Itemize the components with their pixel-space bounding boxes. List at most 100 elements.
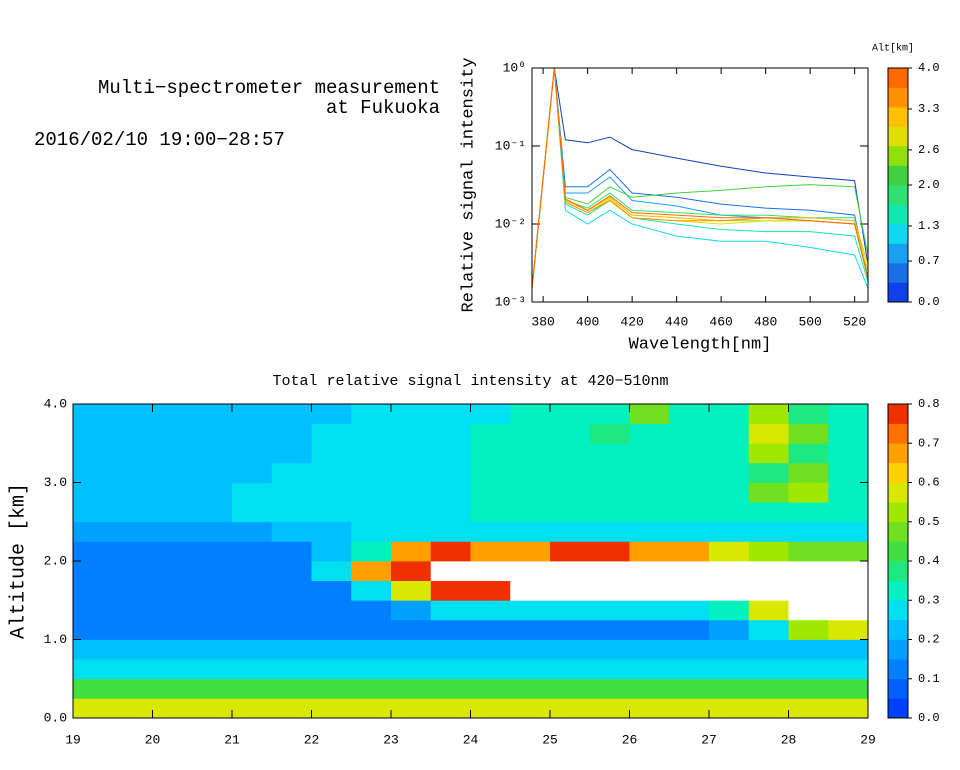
heat-cell <box>232 423 273 444</box>
heat-cell <box>311 639 352 660</box>
heat-cell <box>73 659 114 680</box>
colorbar-tick-label: 3.3 <box>918 102 940 116</box>
heat-cell <box>351 561 392 582</box>
series-line <box>531 67 869 289</box>
heat-cell <box>73 462 114 483</box>
heat-cell <box>589 443 630 464</box>
heat-cell <box>788 659 829 680</box>
heat-cell <box>629 541 670 562</box>
heat-cell <box>73 698 114 719</box>
colorbar-band <box>888 146 908 166</box>
heat-cell <box>391 561 432 582</box>
heat-cell <box>152 678 193 699</box>
heat-cell <box>748 639 789 660</box>
heat-cell <box>748 619 789 640</box>
heat-cell <box>430 502 471 523</box>
heat-cell <box>112 659 153 680</box>
colorbar-band <box>888 107 908 127</box>
heat-cell <box>828 698 869 719</box>
heat-cell <box>510 678 551 699</box>
heat-cell <box>470 639 511 660</box>
heat-cell <box>152 580 193 601</box>
heat-cell <box>669 639 710 660</box>
heat-cell <box>192 423 233 444</box>
heat-cell <box>271 698 312 719</box>
heat-cell <box>748 541 789 562</box>
colorbar-band <box>888 600 908 621</box>
heat-cell <box>589 482 630 503</box>
heat-cell <box>470 698 511 719</box>
heat-cell <box>311 482 352 503</box>
heat-cell <box>669 541 710 562</box>
heat-cell <box>669 659 710 680</box>
heat-cell <box>311 462 352 483</box>
heat-cell <box>73 541 114 562</box>
heat-cell <box>271 639 312 660</box>
heat-cell <box>192 462 233 483</box>
heat-cell <box>629 423 670 444</box>
heat-cell <box>351 482 392 503</box>
heat-cell <box>669 482 710 503</box>
heat-cell <box>709 698 750 719</box>
heat-cell <box>589 521 630 542</box>
heat-cell <box>271 502 312 523</box>
heat-cell <box>748 482 789 503</box>
heat-cell <box>788 580 829 601</box>
colorbar-band <box>888 87 908 108</box>
x-tick-label: 500 <box>798 314 821 329</box>
heat-cell <box>73 404 114 425</box>
heat-cell <box>788 698 829 719</box>
heat-cell <box>112 423 153 444</box>
plot-frame <box>72 403 869 719</box>
x-tick-label: 25 <box>542 732 558 747</box>
heat-cell <box>709 541 750 562</box>
heat-cell <box>828 659 869 680</box>
colorbar-tick-label: 0.1 <box>918 672 940 686</box>
heat-cell <box>470 619 511 640</box>
heat-cell <box>589 659 630 680</box>
heat-cell <box>391 462 432 483</box>
heat-cell <box>430 561 471 582</box>
heat-cell <box>271 462 312 483</box>
heat-cell <box>192 443 233 464</box>
heat-cell <box>669 698 710 719</box>
heat-cell <box>748 502 789 523</box>
colorbar-tick-label: 0.0 <box>918 295 940 309</box>
heat-cell <box>311 443 352 464</box>
heat-cell <box>788 639 829 660</box>
heat-cell <box>510 404 551 425</box>
heat-cell <box>311 502 352 523</box>
heat-cell <box>788 404 829 425</box>
y-tick-label: 10⁻¹ <box>495 138 526 153</box>
series-line <box>531 67 869 289</box>
colorbar-band <box>888 282 908 303</box>
colorbar-band <box>888 541 908 562</box>
heat-cell <box>470 541 511 562</box>
heat-cell <box>629 659 670 680</box>
heat-cell <box>669 678 710 699</box>
heat-cell <box>470 678 511 699</box>
heat-cell <box>311 541 352 562</box>
heat-cell <box>271 619 312 640</box>
heat-cell <box>232 619 273 640</box>
heat-cell <box>391 502 432 523</box>
heat-cell <box>828 502 869 523</box>
heat-cell <box>709 404 750 425</box>
heat-cell <box>311 561 352 582</box>
heat-cell <box>232 502 273 523</box>
heat-cell <box>709 423 750 444</box>
heat-cell <box>152 600 193 621</box>
heat-cell <box>112 502 153 523</box>
heat-cell <box>550 600 591 621</box>
heat-cell <box>232 404 273 425</box>
series-line <box>531 67 869 289</box>
heat-cell <box>351 443 392 464</box>
heat-cell <box>232 659 273 680</box>
heat-cell <box>192 502 233 523</box>
heat-cell <box>510 423 551 444</box>
heat-cell <box>550 423 591 444</box>
colorbar-band <box>888 502 908 523</box>
heat-cell <box>550 619 591 640</box>
heat-cell <box>788 561 829 582</box>
